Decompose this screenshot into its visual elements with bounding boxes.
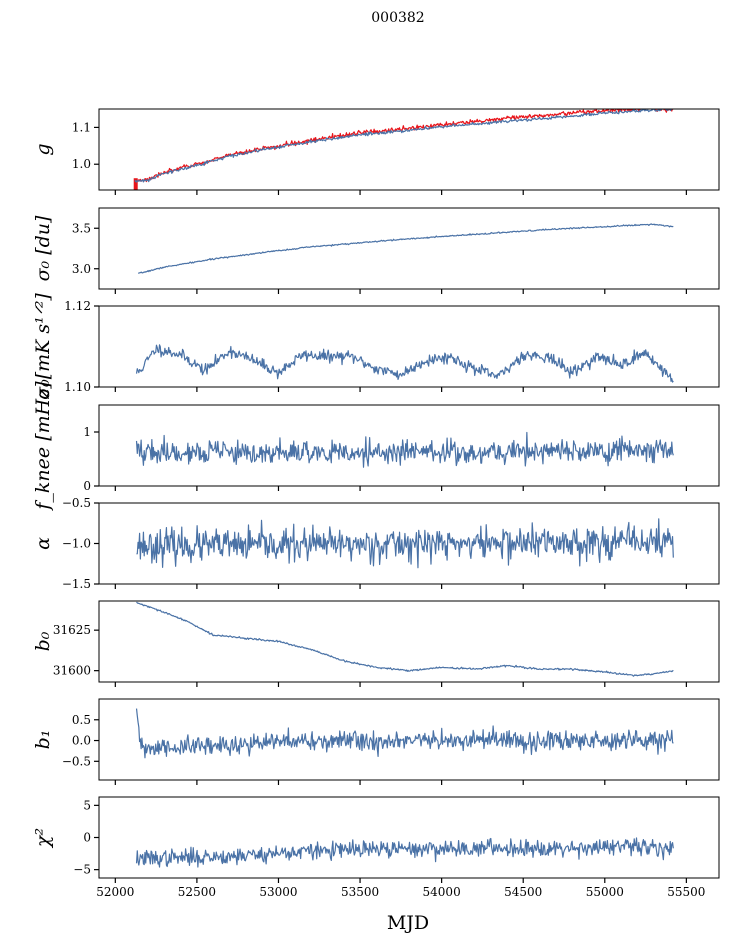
y-axis-label-sigma0_du: σ₀ [du] [32,215,54,281]
axes-frame-fknee [98,404,720,487]
x-tick-label: 54500 [504,885,542,899]
panel-b1: −0.5 0.0 0.5 b₁ [32,698,720,785]
panel-chi2: −5 0 5 52000 52500 53000 53500 54000 54500 55000 5… [32,796,720,899]
y-axis-label-sigma0_mK: σ₀[mK s¹ᐟ²] [32,293,54,400]
y-tick-label-g: 1.1 [72,120,91,134]
x-tick-label: 52500 [178,885,216,899]
series-line-g-0 [134,109,674,188]
x-tick-label: 53500 [341,885,379,899]
y-tick-label-sigma0_du: 3.0 [72,262,91,276]
series-line-b0-0 [136,601,674,677]
x-tick-label: 52000 [96,885,134,899]
y-tick-label-b1: 0.5 [72,713,91,727]
y-tick-label-chi2: 5 [83,798,91,812]
series-line-sigma0_du-0 [138,223,674,274]
y-tick-label-b1: 0.0 [72,734,91,748]
y-tick-label-fknee: 0 [83,479,91,493]
y-tick-label-chi2: 0 [83,831,91,845]
y-tick-label-alpha: −0.5 [62,496,91,510]
x-axis-label: MJD [387,912,429,934]
axes-frame-sigma0_mK [98,305,720,388]
axes-frame-sigma0_du [98,207,720,290]
panel-g: 1.0 1.1 g [32,108,720,195]
y-tick-label-sigma0_mK: 1.12 [64,299,91,313]
series-line-b1-0 [135,708,674,759]
axes-frame-chi2 [98,796,720,879]
panel-sigma0_du: 3.0 3.5 σ₀ [du] [32,207,720,294]
x-tick-label: 55500 [667,885,705,899]
y-tick-label-sigma0_du: 3.5 [72,221,91,235]
axes-frame-b0 [98,600,720,683]
series-line-fknee-0 [135,431,674,468]
series-line-alpha-0 [136,518,674,569]
y-tick-label-b1: −0.5 [62,754,91,768]
y-tick-label-alpha: −1.0 [62,537,91,551]
y-axis-label-b1: b₁ [32,730,54,750]
y-tick-label-b0: 31600 [53,664,91,678]
y-axis-label-b0: b₀ [32,631,54,651]
y-axis-label-alpha: α [32,537,54,550]
y-tick-label-g: 1.0 [72,157,91,171]
y-axis-label-fknee: f_knee [mHz] [32,381,54,512]
series-line-sigma0_mK-0 [135,344,674,383]
y-axis-label-chi2: χ² [32,828,54,849]
panel-alpha: −1.5 −1.0 −0.5 α [32,496,720,591]
panel-fknee: 0 1 f_knee [mHz] [32,381,720,512]
x-tick-label: 54000 [423,885,461,899]
x-tick-label: 55000 [586,885,624,899]
axes-frame-b1 [98,698,720,781]
y-tick-label-chi2: −5 [73,863,91,877]
figure-title: 000382 [371,10,424,26]
y-tick-label-sigma0_mK: 1.10 [64,380,91,394]
series-line-g-1 [134,109,674,183]
y-tick-label-fknee: 1 [83,425,91,439]
series-line-chi2-0 [135,837,674,868]
axes-frame-g [98,108,720,191]
y-axis-label-g: g [32,143,54,155]
y-tick-label-alpha: −1.5 [62,577,91,591]
panel-sigma0_mK: 1.10 1.12 σ₀[mK s¹ᐟ²] [32,293,720,400]
x-tick-label: 53000 [259,885,297,899]
y-tick-label-b0: 31625 [53,623,91,637]
